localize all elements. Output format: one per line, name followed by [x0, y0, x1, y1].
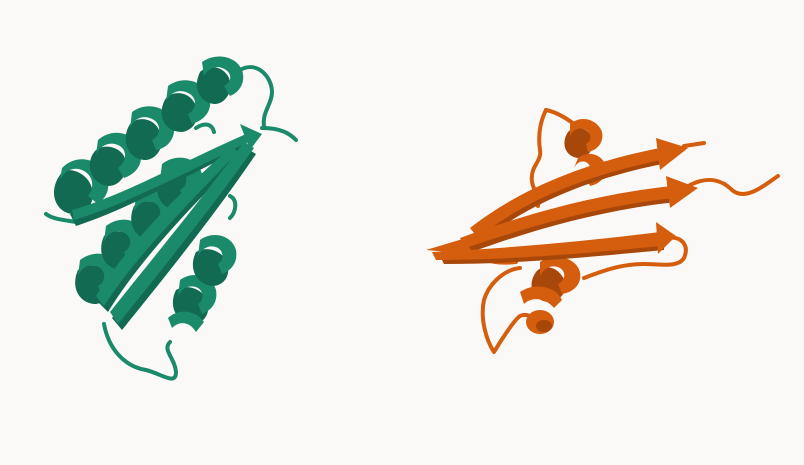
orange-helix-bottom — [520, 257, 581, 334]
green-helix-right — [168, 235, 237, 332]
green-coil-loops — [44, 65, 298, 381]
green-protein-structure — [44, 56, 298, 381]
orange-beta-sheet — [426, 138, 698, 264]
green-helix-upper — [53, 56, 244, 214]
orange-protein-structure — [426, 108, 780, 354]
green-beta-sheet — [70, 124, 262, 330]
